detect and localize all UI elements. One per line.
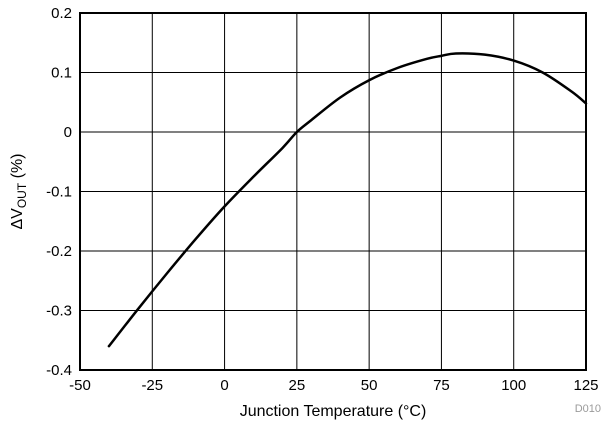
x-tick-label: 75 <box>433 377 450 394</box>
y-tick-label: -0.2 <box>46 243 72 260</box>
y-tick-label: -0.1 <box>46 184 72 201</box>
y-axis-label: ΔVOUT (%) <box>9 153 29 229</box>
x-tick-labels: -50 -25 0 25 50 75 100 125 <box>69 377 598 394</box>
y-axis-label-prefix: ΔV <box>9 208 26 230</box>
y-tick-label: -0.3 <box>46 303 72 320</box>
grid <box>79 12 587 371</box>
x-tick-label: 100 <box>501 377 526 394</box>
y-tick-labels: 0.2 0.1 0 -0.1 -0.2 -0.3 -0.4 <box>46 5 72 379</box>
y-axis-label-subscript: OUT <box>15 182 29 208</box>
y-tick-label: 0 <box>64 124 72 141</box>
x-tick-label: 50 <box>361 377 378 394</box>
plot-frame <box>79 12 587 371</box>
x-tick-label: -50 <box>69 377 91 394</box>
x-tick-label: -25 <box>141 377 163 394</box>
y-axis-label-suffix: (%) <box>9 153 26 182</box>
figure-code: D010 <box>575 403 601 415</box>
y-tick-label: 0.2 <box>51 5 72 22</box>
y-tick-label: -0.4 <box>46 362 72 379</box>
x-tick-label: 125 <box>573 377 598 394</box>
x-tick-label: 0 <box>220 377 228 394</box>
series-line <box>107 52 588 348</box>
x-tick-label: 25 <box>289 377 306 394</box>
y-tick-label: 0.1 <box>51 65 72 82</box>
x-axis-label: Junction Temperature (°C) <box>240 403 427 420</box>
